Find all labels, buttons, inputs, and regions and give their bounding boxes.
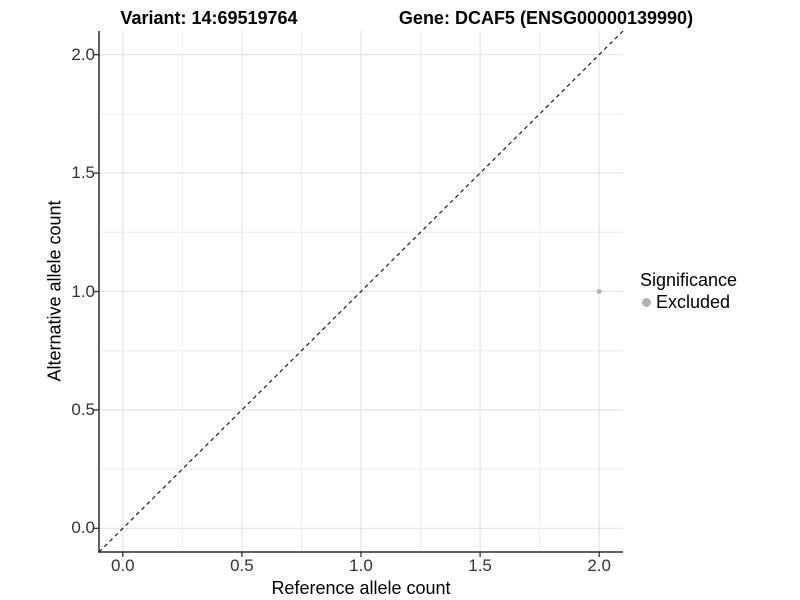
y-tick-label: 2.0 [71, 44, 95, 64]
x-tick-label: 1.0 [349, 556, 373, 575]
x-tick-label: 0.0 [110, 556, 135, 575]
x-tick-label: 0.5 [230, 556, 254, 575]
x-axis-title: Reference allele count [271, 578, 451, 598]
y-tick-label: 1.0 [71, 281, 95, 301]
legend-item-excluded: Excluded [642, 293, 737, 312]
x-tick-label: 2.0 [587, 556, 611, 575]
y-tick-label: 0.5 [71, 399, 95, 419]
x-tick-label: 1.5 [468, 556, 492, 575]
data-point [596, 289, 602, 294]
identity-dashed-line [98, 30, 624, 553]
y-tick-label: 1.5 [71, 163, 95, 183]
gene-title: Gene: DCAF5 (ENSG00000139990) [398, 8, 694, 28]
legend-point-swatch [642, 298, 651, 307]
legend: Significance Excluded [640, 271, 737, 312]
y-tick-label: 0.0 [71, 518, 95, 538]
y-axis-title: Alternative allele count [44, 200, 65, 382]
variant-title: Variant: 14:69519764 [120, 8, 298, 28]
legend-title: Significance [640, 270, 738, 290]
legend-item-label: Excluded [656, 292, 731, 312]
